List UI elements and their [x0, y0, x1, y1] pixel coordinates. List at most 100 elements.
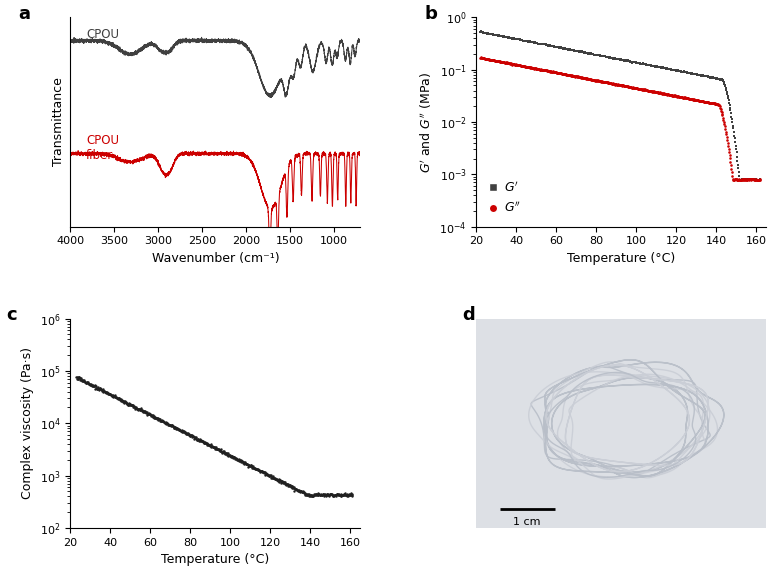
Point — [582, 49, 594, 58]
Point — [540, 66, 553, 75]
Point — [720, 85, 733, 94]
Point — [88, 382, 100, 391]
Point — [242, 462, 255, 471]
Point — [178, 427, 190, 437]
Point — [556, 44, 569, 53]
Point — [500, 32, 512, 42]
Point — [612, 55, 625, 64]
Point — [160, 419, 173, 428]
Point — [689, 95, 701, 104]
X-axis label: Wavenumber (cm⁻¹): Wavenumber (cm⁻¹) — [152, 252, 279, 265]
Point — [321, 490, 333, 499]
Point — [619, 56, 632, 65]
Point — [550, 68, 562, 77]
Point — [643, 61, 655, 70]
Point — [572, 72, 584, 81]
Point — [701, 98, 714, 107]
Point — [335, 491, 347, 500]
Point — [525, 63, 537, 72]
Point — [106, 392, 119, 401]
Point — [530, 64, 543, 73]
Point — [547, 67, 560, 76]
Point — [529, 63, 541, 72]
Point — [696, 71, 708, 80]
Point — [84, 379, 97, 389]
Point — [340, 490, 353, 499]
Point — [81, 378, 94, 387]
Point — [570, 72, 583, 81]
Point — [739, 175, 752, 184]
Point — [181, 429, 193, 438]
Point — [558, 69, 570, 78]
Point — [651, 62, 664, 71]
Point — [706, 99, 719, 108]
Point — [603, 53, 615, 62]
Point — [479, 54, 491, 63]
Point — [503, 33, 515, 42]
Point — [676, 93, 689, 102]
Point — [322, 491, 335, 500]
Point — [712, 74, 725, 84]
Point — [718, 117, 730, 126]
Point — [483, 29, 496, 38]
Point — [545, 67, 558, 76]
Point — [200, 438, 213, 448]
Point — [325, 490, 337, 499]
Point — [211, 444, 224, 454]
Point — [99, 387, 112, 397]
Point — [496, 57, 508, 66]
Point — [630, 58, 642, 67]
Point — [574, 47, 586, 56]
Point — [591, 50, 604, 60]
Point — [517, 61, 529, 71]
Point — [612, 55, 625, 64]
Point — [99, 387, 111, 396]
Point — [520, 36, 533, 45]
Point — [183, 429, 196, 438]
Point — [164, 420, 177, 430]
Point — [565, 45, 577, 55]
Point — [117, 397, 129, 406]
Point — [680, 94, 693, 103]
Point — [699, 71, 712, 81]
Point — [71, 374, 84, 383]
Point — [615, 55, 628, 64]
Point — [482, 28, 494, 38]
Point — [597, 52, 610, 61]
Point — [484, 30, 497, 39]
Point — [527, 39, 540, 48]
Point — [283, 481, 296, 491]
Point — [618, 56, 630, 66]
Point — [477, 54, 490, 63]
Point — [515, 61, 527, 70]
Point — [235, 457, 248, 466]
Point — [315, 491, 328, 500]
Point — [502, 33, 515, 42]
Point — [306, 491, 318, 501]
Point — [100, 387, 113, 396]
Point — [675, 67, 687, 77]
Point — [71, 374, 84, 383]
Point — [692, 71, 705, 80]
Point — [320, 490, 332, 499]
Point — [622, 56, 635, 66]
Point — [556, 69, 569, 78]
Point — [672, 66, 684, 75]
Point — [187, 432, 199, 441]
Point — [220, 448, 232, 458]
Point — [500, 32, 513, 41]
Point — [608, 55, 621, 64]
Point — [318, 490, 331, 499]
Point — [583, 74, 596, 84]
Point — [726, 171, 738, 180]
Point — [280, 479, 292, 488]
Point — [246, 464, 259, 473]
Point — [522, 37, 534, 46]
Point — [167, 421, 179, 430]
Point — [647, 61, 659, 71]
Point — [114, 394, 127, 404]
Point — [748, 175, 761, 184]
Point — [258, 468, 271, 477]
Point — [168, 423, 181, 432]
Point — [711, 74, 723, 83]
